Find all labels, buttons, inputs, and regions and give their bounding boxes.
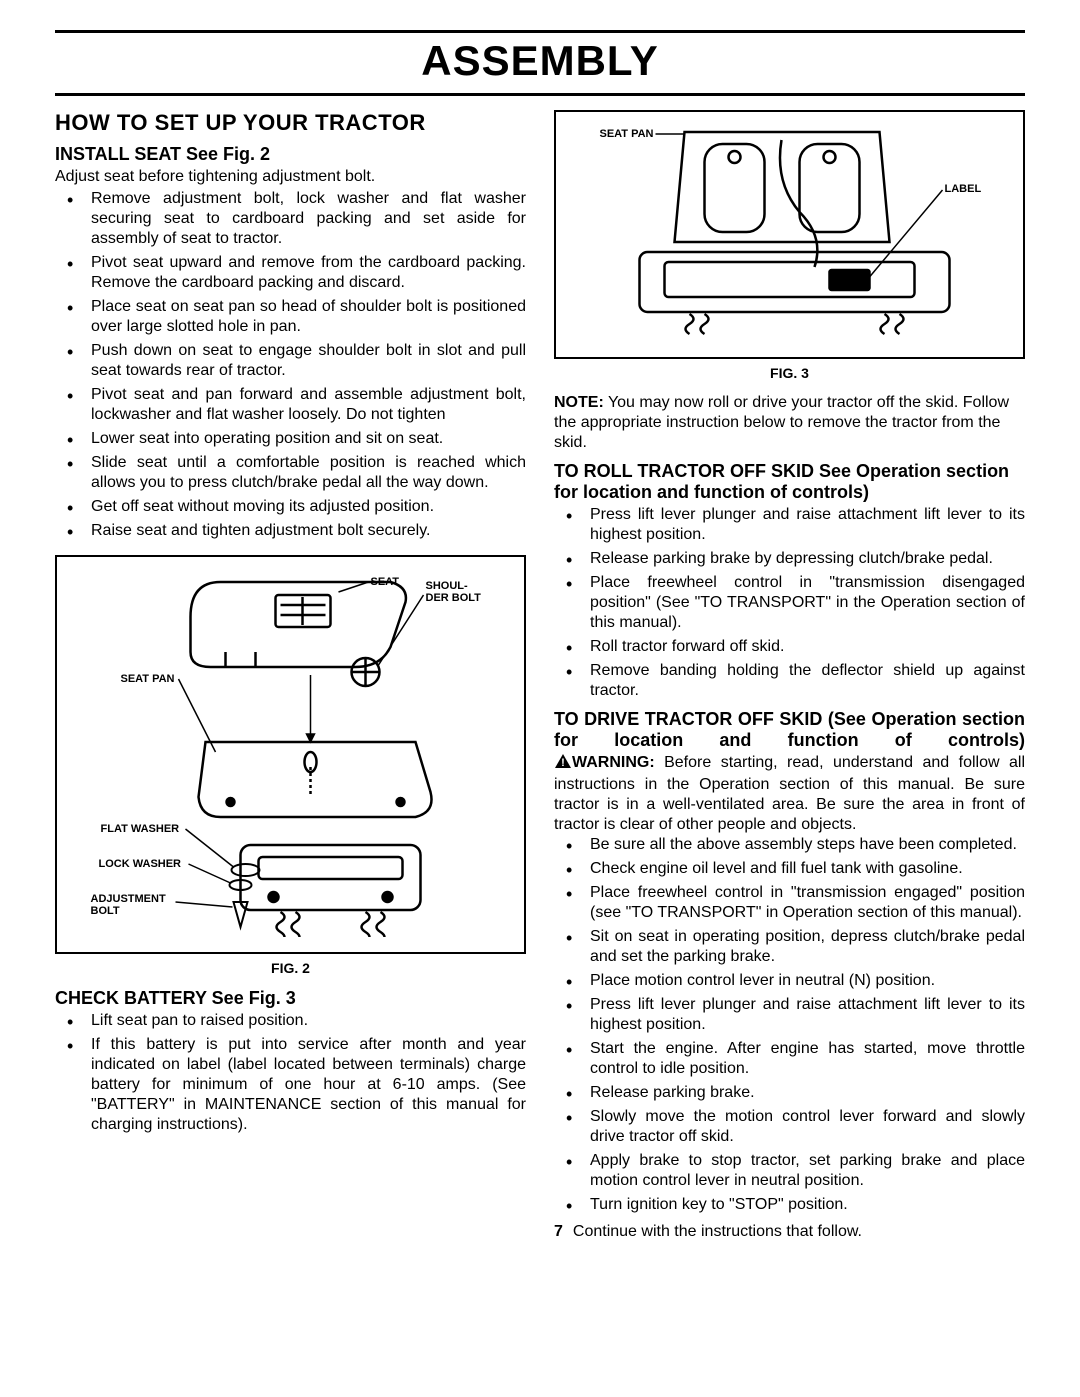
list-item: Press lift lever plunger and raise attac… <box>554 505 1025 545</box>
continue-text: Continue with the instructions that foll… <box>573 1223 862 1241</box>
drive-off-list: Be sure all the above assembly steps hav… <box>554 835 1025 1215</box>
install-seat-list: Remove adjustment bolt, lock washer and … <box>55 189 526 541</box>
drive-off-heading: TO DRIVE TRACTOR OFF SKID (See Operation… <box>554 709 1025 751</box>
label-lock-washer: LOCK WASHER <box>99 858 182 870</box>
label-flat-washer: FLAT WASHER <box>101 823 180 835</box>
figure-2-illustration: SEAT SHOUL- DER BOLT SEAT PAN FLAT WASHE… <box>67 567 514 937</box>
check-battery-heading: CHECK BATTERY See Fig. 3 <box>55 988 526 1009</box>
label-adj-bolt-1: ADJUSTMENT <box>91 893 166 905</box>
note-bold: NOTE: <box>554 394 604 411</box>
list-item: Pivot seat and pan forward and assemble … <box>55 385 526 425</box>
figure-2-box: SEAT SHOUL- DER BOLT SEAT PAN FLAT WASHE… <box>55 555 526 954</box>
list-item: Lower seat into operating position and s… <box>55 429 526 449</box>
note-paragraph: NOTE: You may now roll or drive your tra… <box>554 393 1025 453</box>
figure-2-caption: FIG. 2 <box>55 960 526 976</box>
list-item: Apply brake to stop tractor, set parking… <box>554 1151 1025 1191</box>
page-title: ASSEMBLY <box>55 30 1025 96</box>
warning-paragraph: ! WARNING: Before starting, read, unders… <box>554 753 1025 835</box>
list-item: Place motion control lever in neutral (N… <box>554 971 1025 991</box>
label-seat-pan-fig3: SEAT PAN <box>600 128 654 140</box>
list-item: Slowly move the motion control lever for… <box>554 1107 1025 1147</box>
left-column: HOW TO SET UP YOUR TRACTOR INSTALL SEAT … <box>55 110 526 1241</box>
list-item: Release parking brake by depressing clut… <box>554 549 1025 569</box>
install-seat-intro: Adjust seat before tightening adjustment… <box>55 167 526 187</box>
roll-off-list: Press lift lever plunger and raise attac… <box>554 505 1025 701</box>
list-item: Roll tractor forward off skid. <box>554 637 1025 657</box>
note-text: You may now roll or drive your tractor o… <box>554 394 1009 451</box>
list-item: Check engine oil level and fill fuel tan… <box>554 859 1025 879</box>
label-adj-bolt-2: BOLT <box>91 905 120 917</box>
install-seat-heading: INSTALL SEAT See Fig. 2 <box>55 144 526 165</box>
warning-bold: WARNING: <box>572 754 655 771</box>
list-item: Turn ignition key to "STOP" position. <box>554 1195 1025 1215</box>
label-shoulder-bolt-1: SHOUL- <box>426 580 469 592</box>
label-seat-pan: SEAT PAN <box>121 673 175 685</box>
list-item: Pivot seat upward and remove from the ca… <box>55 253 526 293</box>
list-item: Press lift lever plunger and raise attac… <box>554 995 1025 1035</box>
page-number: 7 <box>554 1223 563 1241</box>
list-item: Be sure all the above assembly steps hav… <box>554 835 1025 855</box>
svg-text:!: ! <box>561 757 565 769</box>
list-item: Start the engine. After engine has start… <box>554 1039 1025 1079</box>
list-item: Lift seat pan to raised position. <box>55 1011 526 1031</box>
warning-icon: ! <box>554 753 572 775</box>
check-battery-list: Lift seat pan to raised position. If this… <box>55 1011 526 1135</box>
list-item: Release parking brake. <box>554 1083 1025 1103</box>
figure-3-caption: FIG. 3 <box>554 365 1025 381</box>
figure-3-box: SEAT PAN LABEL <box>554 110 1025 359</box>
two-column-layout: HOW TO SET UP YOUR TRACTOR INSTALL SEAT … <box>55 110 1025 1241</box>
label-label: LABEL <box>945 183 982 195</box>
section-heading: HOW TO SET UP YOUR TRACTOR <box>55 110 526 136</box>
list-item: Push down on seat to engage shoulder bol… <box>55 341 526 381</box>
list-item: If this battery is put into service afte… <box>55 1035 526 1135</box>
list-item: Remove adjustment bolt, lock washer and … <box>55 189 526 249</box>
list-item: Sit on seat in operating position, depre… <box>554 927 1025 967</box>
label-seat: SEAT <box>371 576 400 588</box>
list-item: Place seat on seat pan so head of should… <box>55 297 526 337</box>
roll-off-heading: TO ROLL TRACTOR OFF SKID See Operation s… <box>554 461 1025 503</box>
right-column: SEAT PAN LABEL FIG. 3 NOTE: You may now … <box>554 110 1025 1241</box>
list-item: Remove banding holding the deflector shi… <box>554 661 1025 701</box>
list-item: Get off seat without moving its adjusted… <box>55 497 526 517</box>
list-item: Slide seat until a comfortable position … <box>55 453 526 493</box>
list-item: Place freewheel control in "transmission… <box>554 573 1025 633</box>
list-item: Raise seat and tighten adjustment bolt s… <box>55 521 526 541</box>
list-item: Place freewheel control in "transmission… <box>554 883 1025 923</box>
label-shoulder-bolt-2: DER BOLT <box>426 592 482 604</box>
figure-3-illustration: SEAT PAN LABEL <box>566 122 1013 342</box>
